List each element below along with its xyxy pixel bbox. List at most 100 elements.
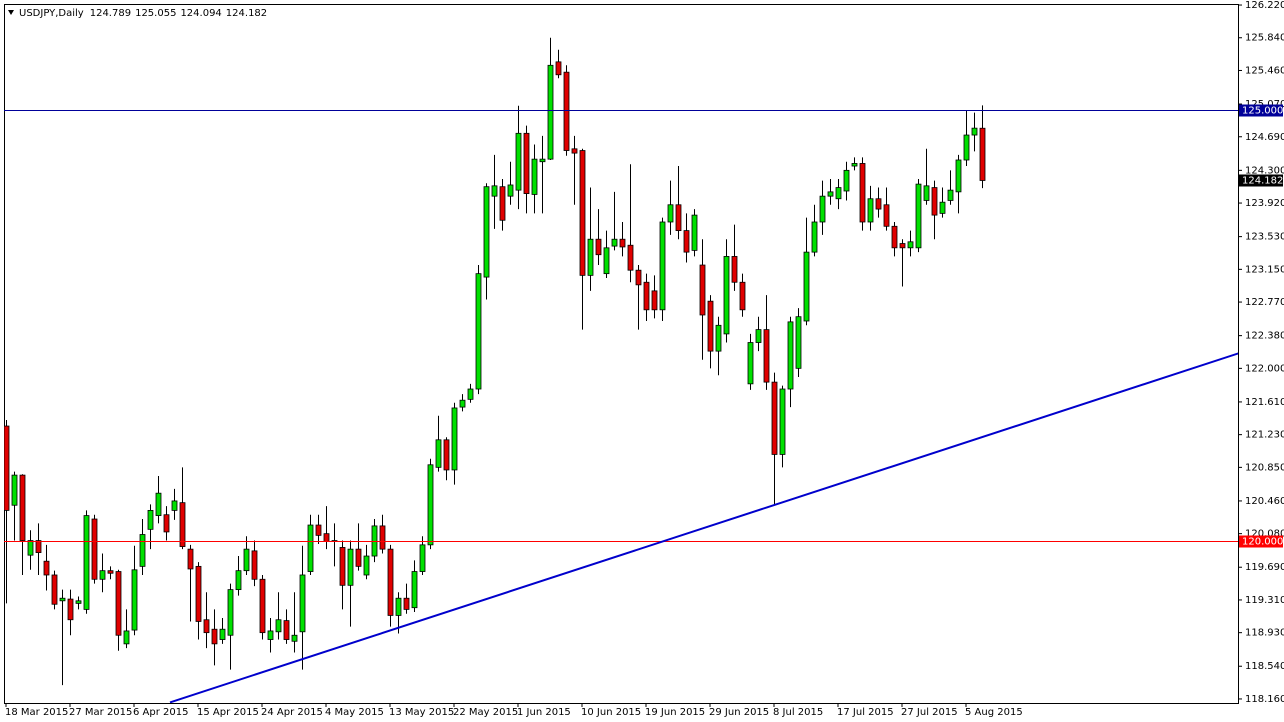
candle-body bbox=[843, 169, 850, 192]
candle-body bbox=[915, 183, 922, 249]
candle-body bbox=[435, 439, 442, 468]
y-tick-label: 122.770 bbox=[1245, 297, 1284, 308]
candle-body bbox=[619, 238, 626, 248]
candle-body bbox=[563, 71, 570, 151]
candle-body bbox=[947, 189, 954, 201]
candle-body bbox=[851, 163, 858, 167]
candle-body bbox=[139, 534, 146, 567]
candle-body bbox=[395, 597, 402, 616]
candle-body bbox=[595, 238, 602, 256]
candle-body bbox=[467, 388, 474, 400]
candle-body bbox=[203, 619, 210, 634]
x-tick-label: 17 Jul 2015 bbox=[837, 707, 894, 718]
y-tick-label: 122.380 bbox=[1245, 331, 1284, 342]
candle-body bbox=[979, 127, 986, 181]
x-tick-label: 10 Jun 2015 bbox=[581, 707, 641, 718]
level-label-box bbox=[1239, 104, 1283, 117]
y-tick-label: 120.460 bbox=[1245, 496, 1284, 507]
candle-body bbox=[939, 201, 946, 214]
x-tick-label: 27 Mar 2015 bbox=[69, 707, 132, 718]
header-low: 124.094 bbox=[180, 8, 221, 19]
x-tick-label: 27 Jul 2015 bbox=[901, 707, 958, 718]
candle-body bbox=[667, 204, 674, 223]
x-tick-label: 29 Jun 2015 bbox=[709, 707, 769, 718]
candle-body bbox=[491, 185, 498, 197]
candle-body bbox=[603, 247, 610, 275]
candle-body bbox=[235, 570, 242, 591]
candle-body bbox=[51, 574, 58, 605]
candle-body bbox=[275, 619, 282, 633]
y-tick-label: 124.300 bbox=[1245, 165, 1284, 176]
candle-body bbox=[579, 150, 586, 276]
level-label-box bbox=[1239, 535, 1283, 548]
candle-body bbox=[547, 64, 554, 160]
level-label: 120.000 bbox=[1242, 537, 1283, 548]
candle-body bbox=[27, 540, 34, 556]
candle-body bbox=[787, 321, 794, 390]
header-close: 124.182 bbox=[226, 8, 267, 19]
candle-body bbox=[427, 464, 434, 546]
price-label-box bbox=[1239, 174, 1283, 187]
candle-body bbox=[323, 533, 330, 542]
candle-body bbox=[35, 540, 42, 553]
candle-body bbox=[267, 630, 274, 640]
candle-body bbox=[219, 628, 226, 640]
y-tick-label: 124.690 bbox=[1245, 132, 1284, 143]
candle-body bbox=[931, 187, 938, 216]
x-tick-label: 6 Apr 2015 bbox=[133, 707, 188, 718]
candle-body bbox=[555, 61, 562, 76]
candle-body bbox=[963, 134, 970, 161]
y-tick-label: 120.080 bbox=[1245, 529, 1284, 540]
candle-body bbox=[867, 198, 874, 223]
candle-body bbox=[251, 550, 258, 580]
y-tick-label: 122.000 bbox=[1245, 363, 1284, 374]
candle-body bbox=[147, 510, 154, 530]
candle-body bbox=[763, 329, 770, 383]
candle-body bbox=[355, 548, 362, 567]
candle-body bbox=[347, 548, 354, 586]
candle-body bbox=[211, 628, 218, 645]
candle-body bbox=[923, 185, 930, 201]
header-high: 125.055 bbox=[135, 8, 176, 19]
candle-body bbox=[475, 273, 482, 390]
candle-body bbox=[571, 148, 578, 154]
candle-body bbox=[171, 500, 178, 511]
y-tick-label: 126.220 bbox=[1245, 0, 1284, 11]
candle-body bbox=[699, 264, 706, 316]
candle-body bbox=[259, 578, 266, 634]
candle-body bbox=[835, 187, 842, 200]
plot-frame bbox=[4, 4, 1239, 704]
candle-body bbox=[883, 204, 890, 227]
candle-body bbox=[291, 634, 298, 642]
candle-body bbox=[531, 158, 538, 195]
candle-body bbox=[819, 195, 826, 223]
candle-body bbox=[403, 597, 410, 610]
candle-body bbox=[99, 570, 106, 580]
x-tick-label: 18 Mar 2015 bbox=[5, 707, 68, 718]
candle-body bbox=[307, 524, 314, 572]
candle-body bbox=[363, 555, 370, 576]
candle-body bbox=[67, 598, 74, 621]
candle-body bbox=[779, 388, 786, 455]
y-tick-label: 123.920 bbox=[1245, 198, 1284, 209]
y-tick-label: 118.930 bbox=[1245, 628, 1284, 639]
y-tick-label: 119.690 bbox=[1245, 562, 1284, 573]
candle-body bbox=[4, 425, 10, 511]
candle-body bbox=[859, 163, 866, 223]
candle-body bbox=[651, 290, 658, 311]
candle-body bbox=[659, 221, 666, 311]
y-tick-label: 121.610 bbox=[1245, 397, 1284, 408]
candle-body bbox=[11, 474, 18, 506]
candle-body bbox=[523, 132, 530, 194]
candle-body bbox=[803, 251, 810, 322]
candle-body bbox=[195, 565, 202, 622]
candle-body bbox=[419, 544, 426, 572]
candle-body bbox=[955, 159, 962, 193]
candle-body bbox=[187, 548, 194, 570]
y-tick-label: 121.230 bbox=[1245, 430, 1284, 441]
header-open: 124.789 bbox=[90, 8, 131, 19]
x-tick-label: 8 Jul 2015 bbox=[773, 707, 823, 718]
candle-body bbox=[339, 547, 346, 586]
menu-arrow[interactable] bbox=[8, 10, 14, 15]
